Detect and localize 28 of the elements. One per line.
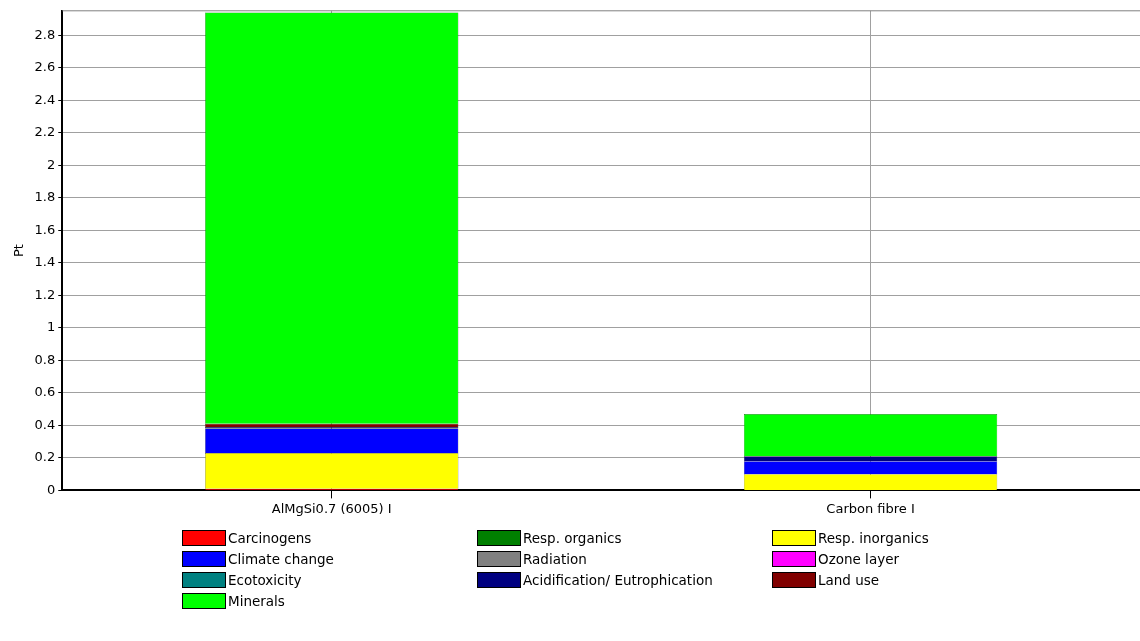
- y-tick-label: 2.2: [34, 124, 56, 140]
- y-tick-label: 0.8: [34, 351, 56, 367]
- x-tick-label: Carbon fibre I: [826, 500, 915, 516]
- legend-label: Resp. inorganics: [818, 530, 929, 546]
- legend-label: Land use: [818, 572, 880, 588]
- x-tick-label: AlMgSi0.7 (6005) I: [271, 500, 392, 516]
- legend-label: Resp. organics: [523, 530, 622, 546]
- legend-label: Ecotoxicity: [228, 572, 302, 588]
- legend-label: Radiation: [523, 551, 587, 567]
- legend-label: Ozone layer: [818, 551, 899, 567]
- y-tick-label: 1.6: [34, 221, 56, 237]
- y-tick-label: 0.2: [34, 449, 56, 465]
- y-tick-label: 1.4: [34, 254, 56, 270]
- y-tick-label: 0: [46, 481, 56, 497]
- legend-label: Climate change: [228, 551, 334, 567]
- y-tick-label: 0.4: [34, 416, 56, 432]
- y-tick-label: 0.6: [34, 384, 56, 400]
- y-tick-label: 1.2: [34, 286, 56, 302]
- y-tick-label: 2: [46, 156, 56, 172]
- y-tick-label: 2.8: [34, 26, 56, 42]
- y-tick-label: 1.8: [34, 189, 56, 205]
- legend-label: Carcinogens: [228, 530, 312, 546]
- y-axis-title: Pt: [11, 244, 27, 258]
- y-tick-label: 2.4: [34, 91, 56, 107]
- y-tick-label: 2.6: [34, 59, 56, 75]
- y-tick-label: 1: [46, 319, 56, 335]
- legend-label: Acidification/ Eutrophication: [523, 572, 713, 588]
- legend-label: Minerals: [228, 593, 285, 609]
